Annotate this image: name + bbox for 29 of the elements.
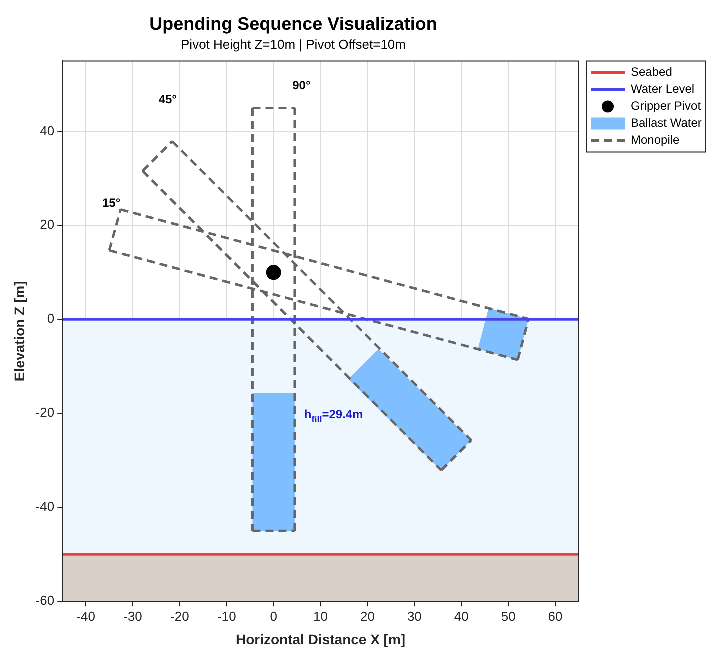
x-tick-label: 10	[314, 608, 328, 624]
x-tick-label: 30	[407, 608, 422, 624]
y-tick-label: 40	[40, 123, 55, 138]
x-tick-label: 0	[270, 608, 278, 624]
annotation: 15°	[102, 196, 121, 210]
legend-label: Seabed	[631, 65, 672, 80]
y-tick-label: 20	[40, 217, 55, 232]
chart-title: Upending Sequence Visualization	[150, 14, 438, 34]
annotation: 45°	[158, 92, 178, 106]
x-tick-label: 60	[548, 608, 563, 624]
x-tick-label: -30	[124, 608, 142, 624]
x-tick-label: -40	[76, 608, 96, 624]
x-axis-title: Horizontal Distance X [m]	[236, 631, 406, 648]
x-tick-label: 40	[454, 608, 469, 624]
legend-label: Monopile	[631, 133, 680, 148]
y-tick-label: -20	[36, 405, 55, 420]
legend-label: Water Level	[631, 82, 695, 96]
x-tick-label: 50	[501, 608, 516, 624]
legend-label: Gripper Pivot	[631, 99, 702, 114]
y-axis-title: Elevation Z [m]	[11, 281, 28, 382]
legend-label: Ballast Water	[631, 116, 702, 130]
x-tick-label: -20	[170, 608, 190, 624]
y-tick-label: -40	[36, 499, 55, 514]
y-tick-label: -60	[36, 593, 55, 608]
chart-subtitle: Pivot Height Z=10m | Pivot Offset=10m	[181, 36, 406, 52]
y-tick-label: 0	[47, 311, 55, 326]
annotation: 90°	[292, 78, 311, 92]
x-tick-label: -10	[218, 608, 236, 624]
x-tick-label: 20	[360, 608, 375, 624]
